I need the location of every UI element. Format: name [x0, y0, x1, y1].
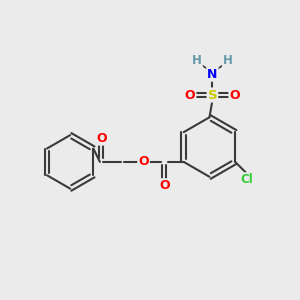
- Text: N: N: [207, 68, 218, 81]
- Text: Cl: Cl: [241, 173, 254, 186]
- Text: O: O: [96, 132, 107, 145]
- Text: O: O: [185, 88, 195, 101]
- Text: O: O: [159, 179, 170, 192]
- Text: O: O: [138, 155, 149, 168]
- Text: H: H: [223, 54, 233, 67]
- Text: O: O: [230, 88, 240, 101]
- Text: S: S: [208, 88, 217, 101]
- Text: H: H: [192, 54, 202, 67]
